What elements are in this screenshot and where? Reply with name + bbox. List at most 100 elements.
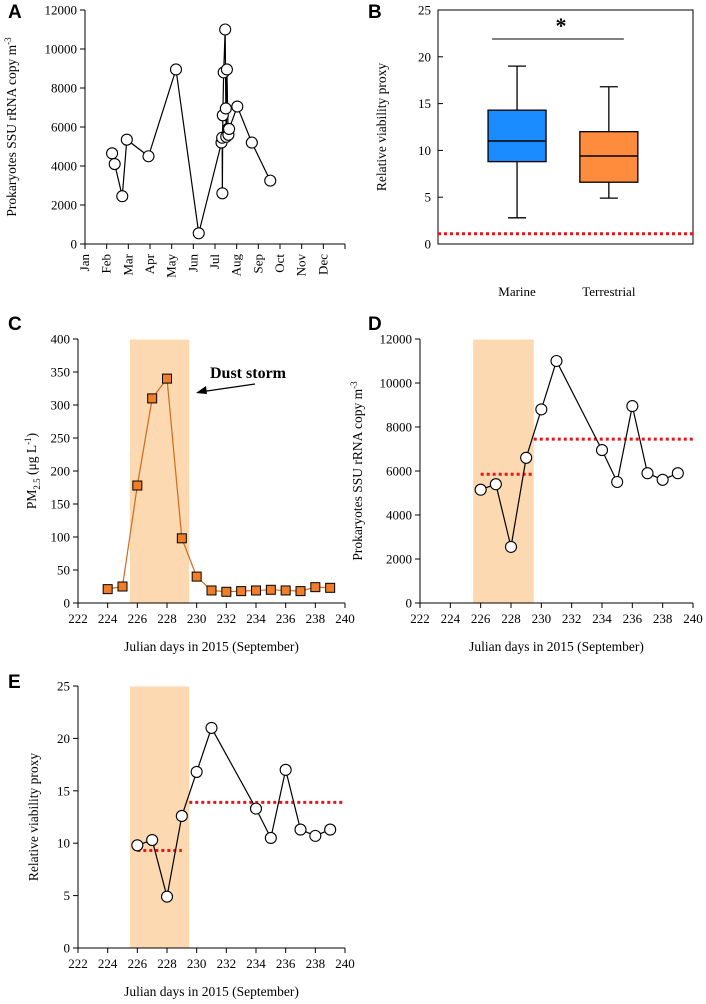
panel-C-data-point xyxy=(265,584,276,595)
panel-C-xtick-label: 224 xyxy=(98,611,118,626)
panel-C-ytick-label: 200 xyxy=(51,464,71,479)
panel-D-ylabel: Prokaryotes SSU rRNA copy m-3 xyxy=(349,381,365,561)
panel-B-box-marine xyxy=(487,109,547,163)
panel-C-ylabel-part: 2.5 xyxy=(32,478,42,490)
panel-B-significance-star: * xyxy=(555,13,566,38)
panel-B-category-label: Marine xyxy=(498,284,536,299)
panel-B-ytick-label: 15 xyxy=(418,96,431,111)
panel-D-data-point xyxy=(656,473,669,486)
panel-B-ytick-label: 5 xyxy=(425,190,432,205)
panel-D-ytick-label: 12000 xyxy=(380,332,413,347)
panel-E-data-point xyxy=(294,823,307,836)
panel-C-xtick-label: 234 xyxy=(246,611,266,626)
panel-C-ylabel: PM2.5 (μg L-1) xyxy=(23,433,42,509)
panel-A-data-point xyxy=(120,133,133,146)
panel-A-data-point xyxy=(108,158,121,171)
panel-E-xtick-label: 222 xyxy=(68,956,88,971)
panel-B-ytick-label: 10 xyxy=(418,143,431,158)
panel-C-data-point xyxy=(295,586,306,597)
panel-C-dust-storm-shade xyxy=(129,339,190,603)
panel-D-data-point xyxy=(474,483,487,496)
panel-A-month-label: Jun xyxy=(185,254,200,273)
panel-C-ytick-label: 250 xyxy=(51,431,71,446)
panel-A-ytick-label: 8000 xyxy=(51,81,77,96)
panel-C-data-point xyxy=(102,584,113,595)
panel-A-month-label: Sep xyxy=(250,254,265,274)
panel-E-data-point xyxy=(146,834,159,847)
panel-C-xtick-label: 228 xyxy=(157,611,177,626)
panel-C-xlabel: Julian days in 2015 (September) xyxy=(124,639,299,654)
panel-A-data-point xyxy=(219,23,232,36)
panel-C-xtick-label: 222 xyxy=(68,611,88,626)
panel-D-ytick-label: 4000 xyxy=(386,508,412,523)
panel-C-ylabel-part: -1 xyxy=(23,437,33,445)
panel-D-ytick-label: 2000 xyxy=(386,552,412,567)
panel-D-data-point xyxy=(520,451,533,464)
panel-E-ytick-label: 15 xyxy=(57,783,70,798)
panel-B-ytick-label: 0 xyxy=(425,237,432,252)
panel-E-xtick-label: 236 xyxy=(276,956,296,971)
panel-B-ylabel-part: Relative viability proxy xyxy=(374,63,389,191)
panel-D-data-point xyxy=(489,478,502,491)
panel-C-data-point xyxy=(310,582,321,593)
panel-E-xtick-label: 226 xyxy=(128,956,148,971)
panel-A-data-point xyxy=(223,122,236,135)
panel-E-ylabel-part: Relative viability proxy xyxy=(26,753,41,881)
panel-A-ytick-label: 4000 xyxy=(51,159,77,174)
panel-A-month-label: May xyxy=(164,254,179,278)
panel-E-data-point xyxy=(324,823,337,836)
panel-D-ylabel-part: Prokaryotes SSU rRNA copy m xyxy=(350,388,365,560)
panel-E-ytick-label: 5 xyxy=(64,888,71,903)
panel-E-data-point xyxy=(249,802,263,815)
panel-C-data-point xyxy=(251,585,261,596)
panel-A-month-label: Jul xyxy=(207,254,222,270)
panel-C-data-point xyxy=(325,582,336,593)
panel-C-xtick-label: 226 xyxy=(128,611,148,626)
panel-D-ylabel-part: -3 xyxy=(349,381,359,389)
panel-A-data-point xyxy=(219,102,232,115)
panel-B-box-terrestrial xyxy=(579,131,639,183)
panel-D-data-point xyxy=(641,467,654,480)
panel-E-xtick-label: 230 xyxy=(187,956,207,971)
panel-A-data-point xyxy=(220,63,233,76)
panel-C-ylabel-part: (μg L xyxy=(24,445,39,478)
panel-C-ylabel-part: ) xyxy=(24,433,39,438)
panel-C-ytick-label: 400 xyxy=(51,332,71,347)
panel-A-month-label: Dec xyxy=(315,254,330,275)
panel-C-data-point xyxy=(147,393,158,404)
panel-C-ytick-label: 150 xyxy=(51,497,71,512)
panel-C-ytick-label: 300 xyxy=(51,398,71,413)
panel-E-xlabel: Julian days in 2015 (September) xyxy=(124,984,299,999)
panel-E-ytick-label: 25 xyxy=(57,679,70,694)
panel-D-xlabel: Julian days in 2015 (September) xyxy=(469,639,644,654)
panel-A-data-point xyxy=(116,190,129,203)
panel-A-month-label: Jan xyxy=(77,254,92,272)
panel-C-data-point xyxy=(176,533,187,544)
panel-D-xtick-label: 234 xyxy=(592,611,612,626)
panel-E-xtick-label: 224 xyxy=(98,956,118,971)
panel-A-month-label: Mar xyxy=(120,253,135,275)
panel-D-data-point xyxy=(550,354,563,368)
panel-D-xtick-label: 228 xyxy=(501,611,521,626)
panel-E-letter: E xyxy=(8,672,21,693)
panel-E-data-point xyxy=(205,721,218,734)
panel-D-xtick-label: 240 xyxy=(683,611,703,626)
panel-C-data-point xyxy=(221,586,232,597)
panel-D-xtick-label: 238 xyxy=(653,611,673,626)
panel-C-data-point xyxy=(236,586,247,597)
panel-A-month-label: Apr xyxy=(142,253,157,274)
panel-E-ytick-label: 0 xyxy=(64,941,71,956)
panel-C-ytick-label: 50 xyxy=(57,563,70,578)
panel-A-ytick-label: 12000 xyxy=(45,3,78,18)
panel-B-ytick-label: 25 xyxy=(418,3,431,18)
panel-D-xtick-label: 232 xyxy=(562,611,582,626)
panel-B-ytick-label: 20 xyxy=(418,49,431,64)
panel-A-ytick-label: 0 xyxy=(71,237,78,252)
panel-C-xtick-label: 238 xyxy=(306,611,326,626)
panel-A-ytick-label: 2000 xyxy=(51,198,77,213)
panel-A-month-label: Aug xyxy=(229,254,244,277)
panel-A-ylabel: Prokaryotes SSU rRNA copy m-3 xyxy=(3,37,19,217)
panel-D-letter: D xyxy=(368,314,382,335)
panel-D-data-point xyxy=(626,400,639,413)
panel-C-data-point xyxy=(280,585,291,596)
